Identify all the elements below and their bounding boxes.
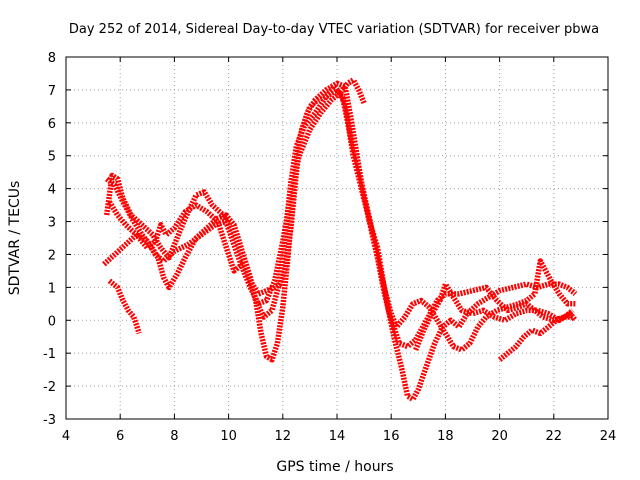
x-tick-label: 14 [329, 429, 346, 444]
y-tick-label: 4 [48, 183, 56, 198]
chart-title: Day 252 of 2014, Sidereal Day-to-day VTE… [69, 22, 599, 37]
y-axis-label: SDTVAR / TECUs [7, 181, 23, 296]
x-axis-label: GPS time / hours [276, 459, 393, 475]
y-tick-label: 3 [48, 216, 56, 231]
y-tick-label: 7 [48, 84, 56, 99]
series-line-track-c [104, 83, 578, 403]
y-tick-label: 5 [48, 150, 56, 165]
x-tick-label: 10 [220, 429, 237, 444]
y-tick-label: 0 [48, 314, 56, 329]
y-tick-label: -2 [43, 380, 56, 395]
x-tick-label: 24 [600, 429, 617, 444]
series-line-track-e [107, 87, 576, 353]
y-tick-label: -3 [43, 413, 56, 428]
y-tick-label: -1 [43, 347, 56, 362]
x-tick-label: 12 [275, 429, 292, 444]
y-tick-label: 8 [48, 51, 56, 66]
x-tick-label: 22 [546, 429, 563, 444]
y-tick-label: 2 [48, 248, 56, 263]
data-series-group [102, 77, 578, 403]
x-tick-label: 6 [116, 429, 124, 444]
x-tick-label: 8 [170, 429, 178, 444]
y-tick-label: 1 [48, 281, 56, 296]
grid [66, 57, 608, 419]
y-tick-label: 6 [48, 117, 56, 132]
x-tick-label: 16 [383, 429, 400, 444]
x-tick-label: 20 [491, 429, 508, 444]
series-line-track-a [107, 278, 142, 335]
series-line-track-f [413, 281, 578, 351]
x-tick-label: 4 [62, 429, 70, 444]
series-line-track-g [497, 308, 575, 362]
series-line-track-d [103, 80, 573, 363]
x-tick-label: 18 [437, 429, 454, 444]
